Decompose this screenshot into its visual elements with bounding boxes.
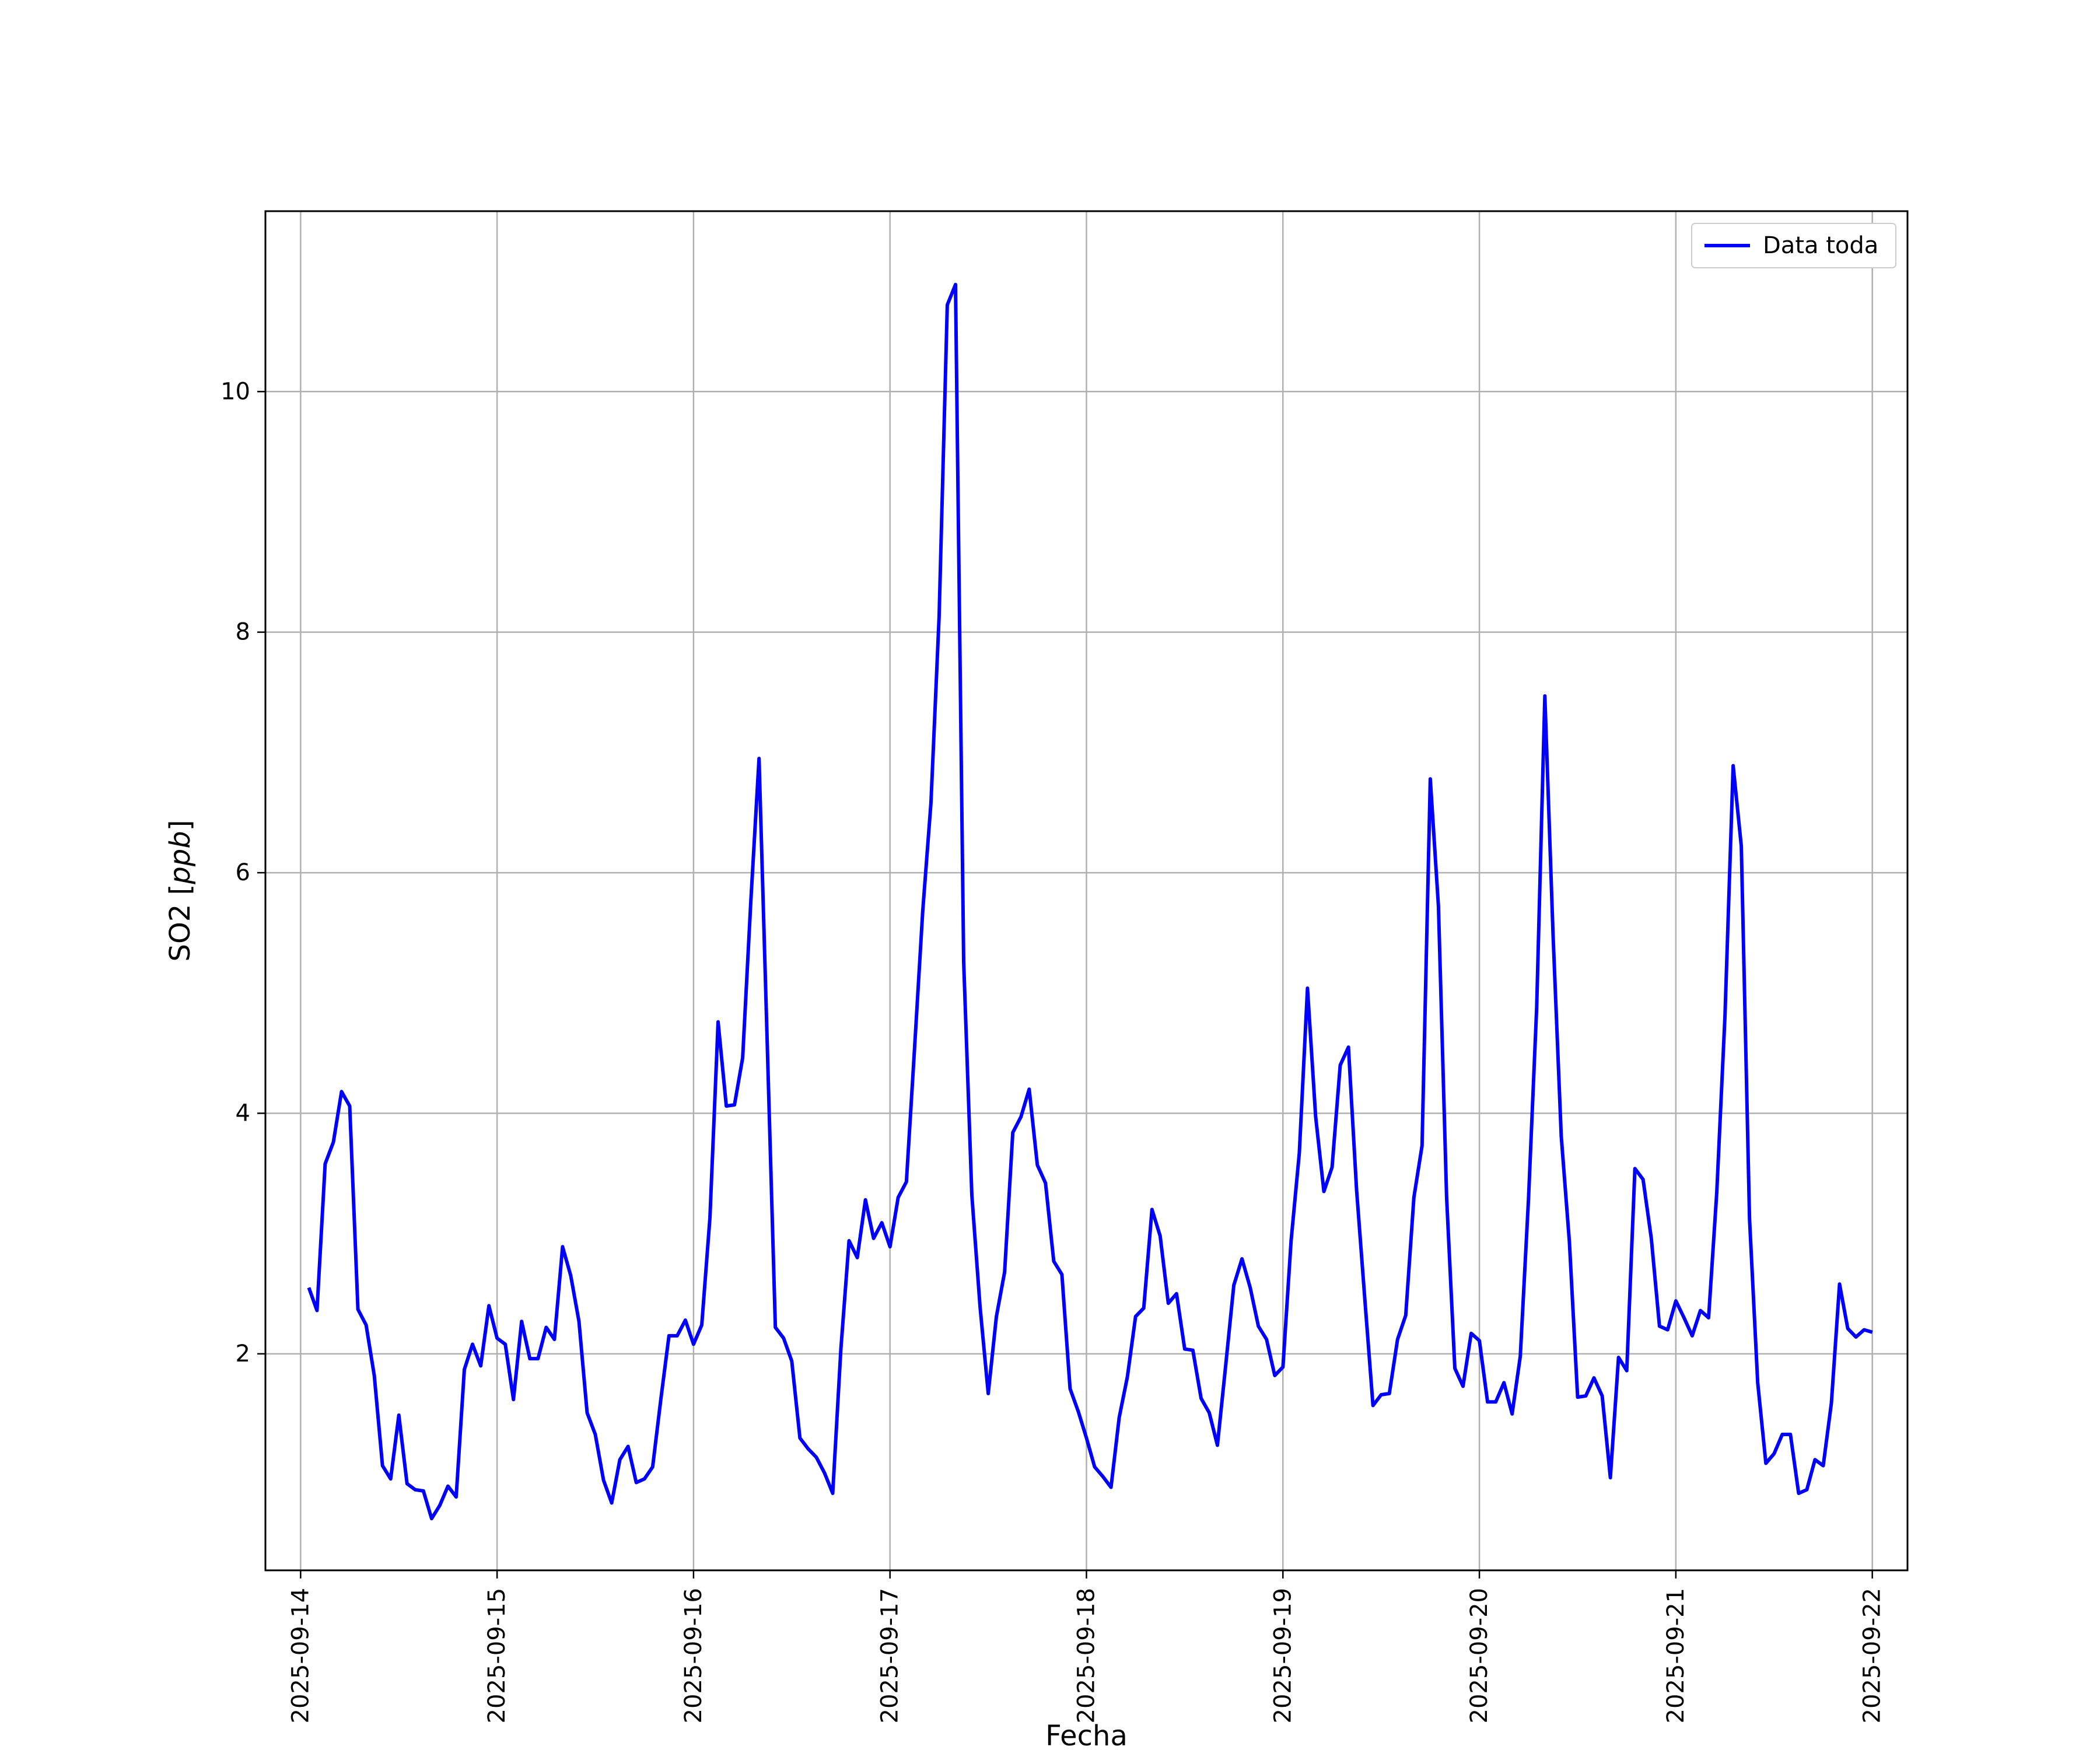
x-axis-title: Fecha: [1045, 1720, 1128, 1750]
x-tick-label: 2025-09-22: [1859, 1588, 1886, 1723]
y-axis-title-prefix: SO2 [: [164, 884, 197, 962]
legend-label: Data toda: [1763, 232, 1878, 259]
x-tick-label: 2025-09-15: [484, 1588, 510, 1723]
y-tick-label: 6: [236, 859, 250, 886]
axis-ticks: 2025-09-14 2025-09-15 2025-09-16 2025-09-17…: [220, 378, 1886, 1723]
grid-lines: [265, 211, 1908, 1570]
series-line-data-toda: [307, 282, 1873, 1521]
legend-box: [1691, 223, 1896, 268]
y-tick-label: 8: [236, 619, 250, 646]
y-tick-label: 2: [236, 1340, 250, 1367]
y-tick-label: 4: [236, 1100, 250, 1126]
y-axis-title: SO2 [ppb]: [164, 820, 197, 962]
y-axis-title-unit: ppb: [164, 831, 197, 884]
x-tick-label: 2025-09-21: [1662, 1588, 1689, 1723]
x-tick-label: 2025-09-14: [287, 1588, 314, 1723]
x-tick-label: 2025-09-19: [1269, 1588, 1296, 1723]
x-tick-label: 2025-09-16: [680, 1588, 707, 1723]
y-tick-label: 10: [220, 378, 250, 405]
x-tick-label: 2025-09-17: [877, 1588, 904, 1723]
legend: Data toda: [1691, 223, 1896, 268]
x-tick-label: 2025-09-20: [1466, 1588, 1493, 1723]
y-axis-title-suffix: ]: [164, 820, 197, 831]
x-tick-label: 2025-09-18: [1073, 1588, 1100, 1723]
series-layer: [307, 282, 1873, 1521]
